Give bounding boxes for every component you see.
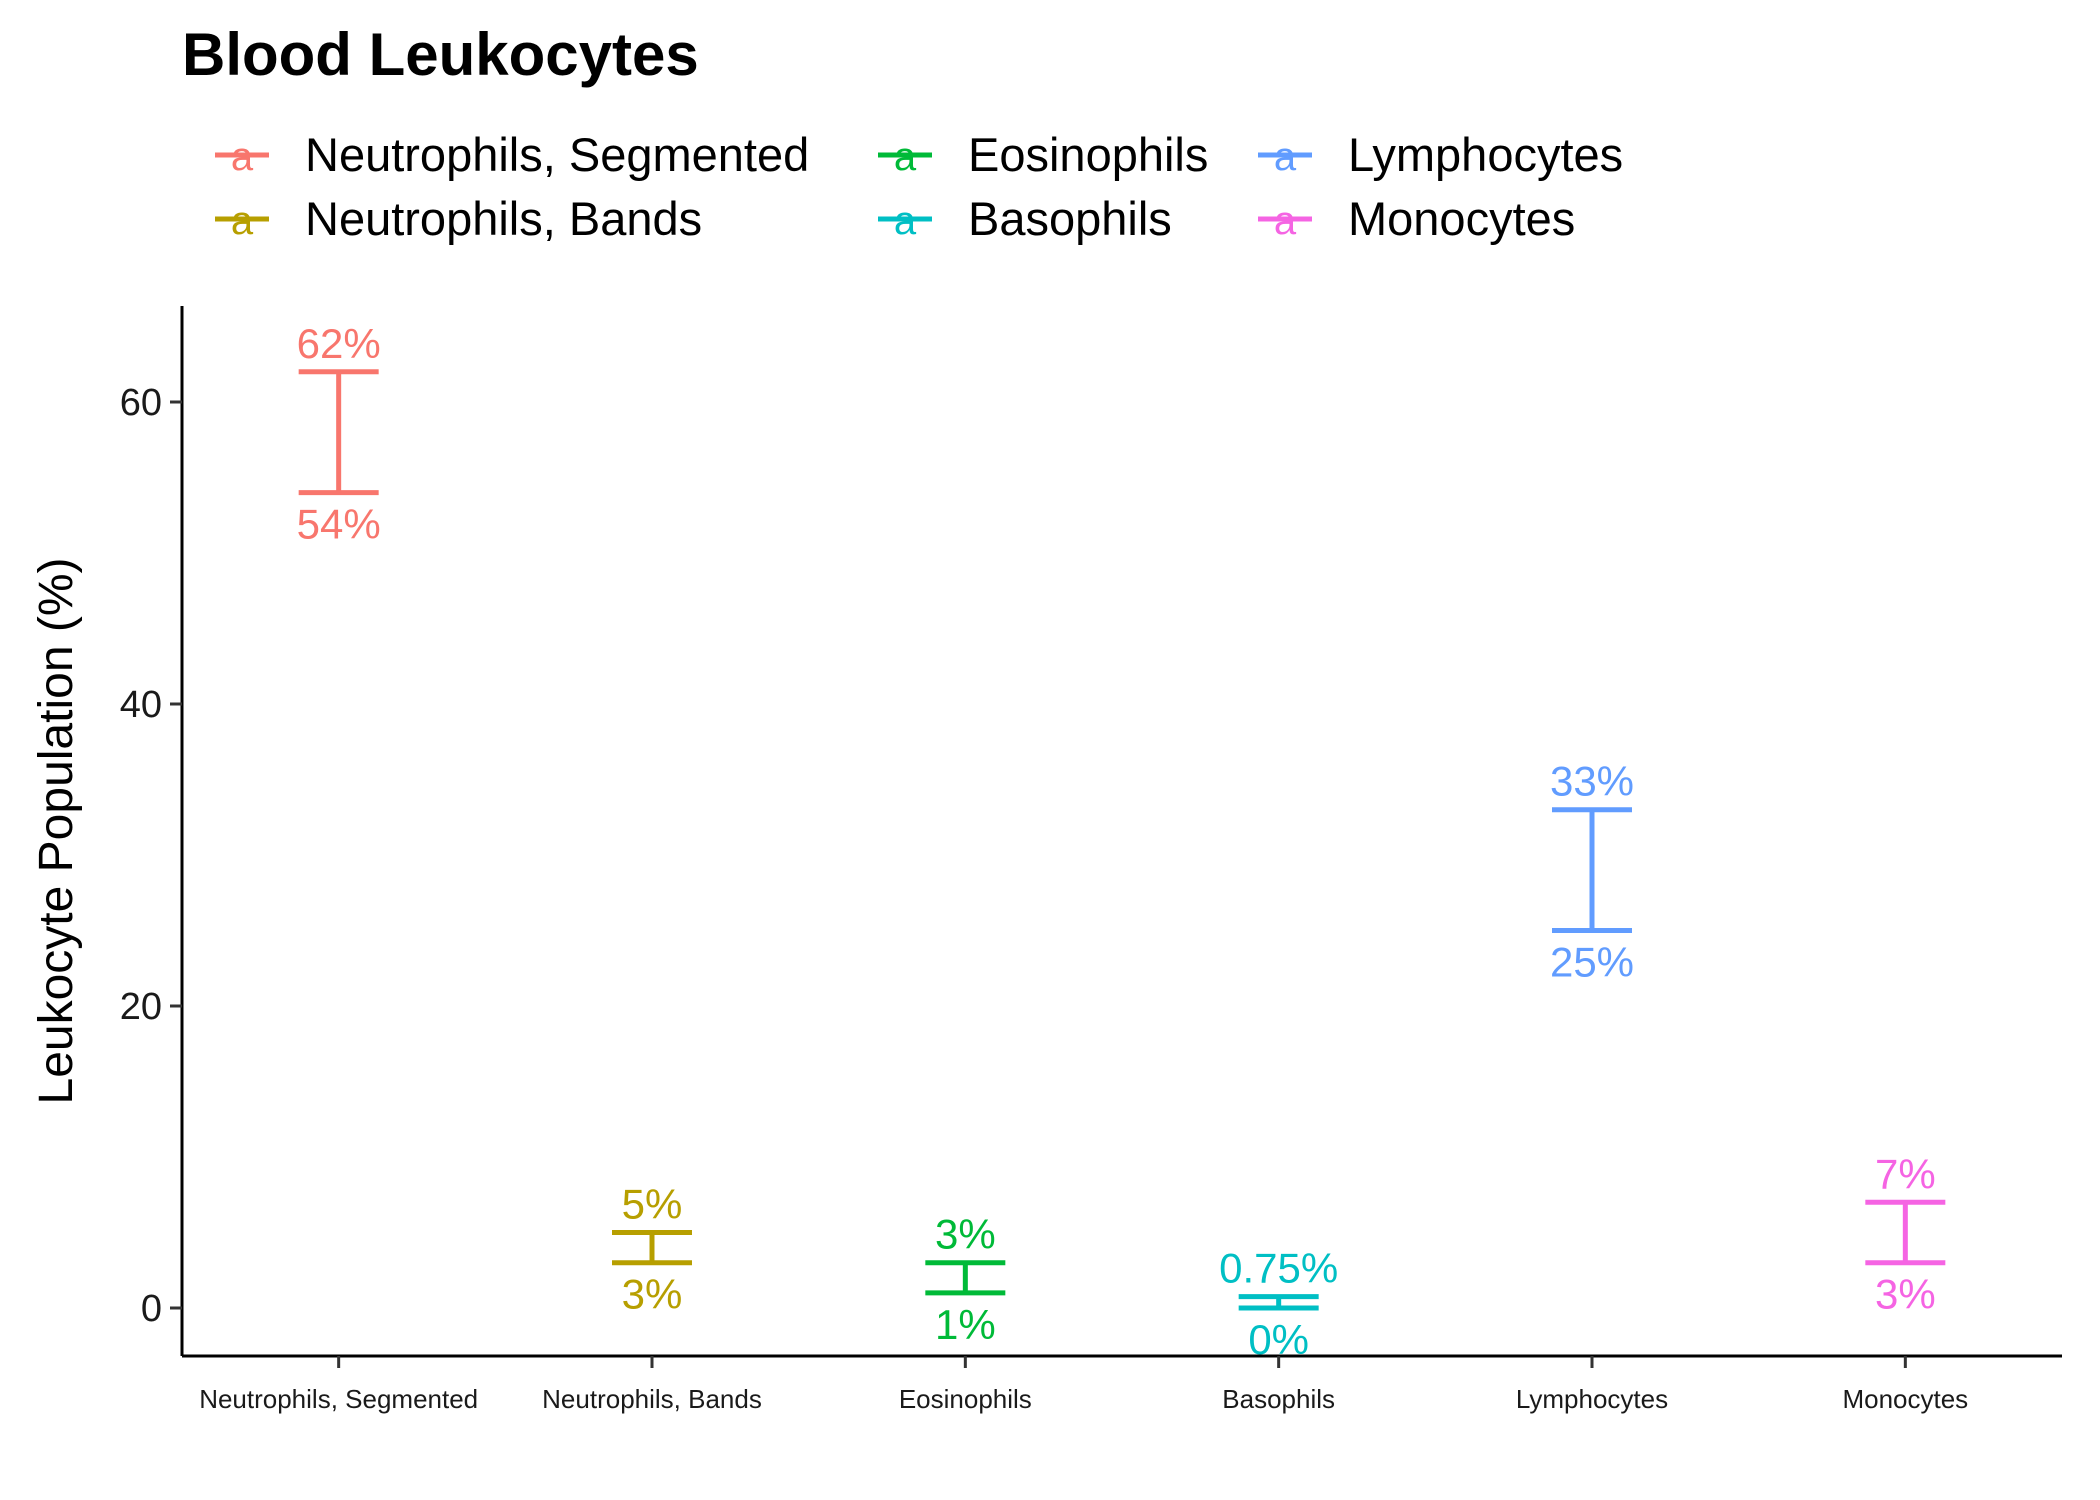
x-tick-label: Lymphocytes	[1516, 1384, 1668, 1414]
legend-label: Monocytes	[1348, 192, 1575, 245]
legend-label: Neutrophils, Segmented	[305, 128, 809, 181]
data-label-min: 54%	[297, 501, 381, 548]
legend-key-glyph: a	[894, 135, 917, 179]
legend-label: Lymphocytes	[1348, 128, 1623, 181]
data-label-min: 3%	[622, 1271, 683, 1318]
data-label-max: 33%	[1550, 758, 1634, 805]
data-label-max: 0.75%	[1219, 1245, 1338, 1292]
y-tick-label: 40	[120, 684, 162, 726]
x-tick-label: Basophils	[1222, 1384, 1335, 1414]
errorbar-neutrophils-segmented: 62% 54%	[297, 320, 381, 548]
legend-item-monocytes: a Monocytes	[1258, 192, 1575, 245]
x-tick-label: Neutrophils, Segmented	[199, 1384, 478, 1414]
data-label-min: 25%	[1550, 939, 1634, 986]
y-axis-title-group: Leukocyte Population (%)	[30, 558, 83, 1105]
legend-label: Eosinophils	[968, 128, 1208, 181]
data-label-max: 3%	[935, 1211, 996, 1258]
x-tick-label: Neutrophils, Bands	[542, 1384, 762, 1414]
errorbar-basophils: 0.75% 0%	[1219, 1245, 1338, 1363]
data-label-max: 7%	[1875, 1150, 1936, 1197]
data-label-max: 62%	[297, 320, 381, 367]
chart-title: Blood Leukocytes	[182, 21, 699, 88]
y-tick-label: 0	[141, 1288, 162, 1330]
data-label-min: 0%	[1248, 1316, 1309, 1363]
legend-key-glyph: a	[1274, 135, 1297, 179]
legend: a Neutrophils, Segmented a Neutrophils, Ban…	[215, 128, 1623, 245]
data-label-min: 1%	[935, 1301, 996, 1348]
legend-label: Basophils	[968, 192, 1172, 245]
errorbar-monocytes: 7% 3%	[1865, 1150, 1946, 1318]
x-tick-label: Eosinophils	[899, 1384, 1032, 1414]
y-tick-label: 20	[120, 986, 162, 1028]
errorbar-lymphocytes: 33% 25%	[1550, 758, 1634, 986]
legend-item-neutrophils-bands: a Neutrophils, Bands	[215, 192, 702, 245]
legend-key-glyph: a	[231, 199, 254, 243]
data-label-min: 3%	[1875, 1271, 1936, 1318]
legend-key-glyph: a	[1274, 199, 1297, 243]
x-tick-label: Monocytes	[1842, 1384, 1968, 1414]
y-tick-label: 60	[120, 382, 162, 424]
legend-item-neutrophils-segmented: a Neutrophils, Segmented	[215, 128, 809, 181]
plot-area: 0 20 40 60 Neutrophils, Segmented Neutrophils…	[120, 306, 2062, 1414]
data-label-max: 5%	[622, 1181, 683, 1228]
legend-key-glyph: a	[894, 199, 917, 243]
errorbar-neutrophils-bands: 5% 3%	[612, 1181, 692, 1318]
legend-label: Neutrophils, Bands	[305, 192, 702, 245]
legend-item-lymphocytes: a Lymphocytes	[1258, 128, 1623, 181]
errorbar-eosinophils: 3% 1%	[925, 1211, 1006, 1348]
legend-item-basophils: a Basophils	[878, 192, 1172, 245]
y-axis-title: Leukocyte Population (%)	[30, 558, 83, 1105]
legend-item-eosinophils: a Eosinophils	[878, 128, 1208, 181]
legend-key-glyph: a	[231, 135, 254, 179]
